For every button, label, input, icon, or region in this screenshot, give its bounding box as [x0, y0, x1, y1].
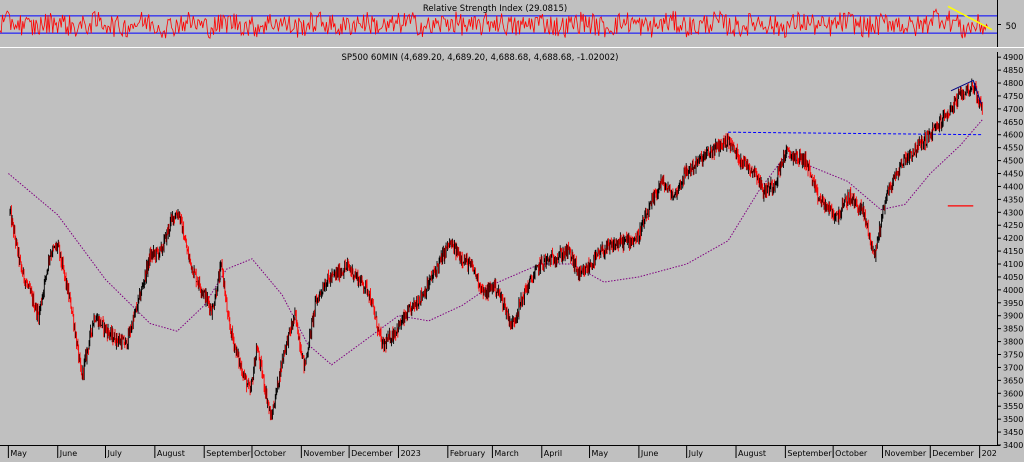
y-tick-label: 3700 — [1003, 363, 1023, 372]
y-tick-label: 4050 — [1003, 273, 1023, 282]
y-tick-label: 3550 — [1003, 402, 1023, 411]
y-tick-label: 4100 — [1003, 260, 1023, 269]
y-tick-label: 3850 — [1003, 325, 1023, 334]
price-panel — [8, 78, 984, 421]
y-tick-label: 4150 — [1003, 247, 1023, 256]
x-tick-label: June — [640, 449, 659, 458]
x-tick-label: September — [206, 449, 251, 458]
x-tick-label: December — [351, 449, 393, 458]
x-tick-label: July — [106, 449, 122, 458]
x-tick-label: August — [738, 449, 766, 458]
y-tick-label: 4350 — [1003, 195, 1023, 204]
x-tick-label: February — [450, 449, 486, 458]
x-axis-ticks: May June July August September October Novembe… — [7, 445, 997, 458]
y-tick-label: 3650 — [1003, 376, 1023, 385]
y-tick-label: 4900 — [1003, 53, 1023, 62]
y-tick-label: 4750 — [1003, 92, 1023, 101]
x-tick-label: August — [157, 449, 185, 458]
y-tick-label: 4450 — [1003, 170, 1023, 179]
y-axis-ticks: 3400 3450 3500 3550 3600 3650 3700 3750 3800 3850… — [997, 53, 1023, 450]
x-tick-label: May — [10, 449, 27, 458]
y-tick-label: 4600 — [1003, 131, 1023, 140]
y-tick-label: 4550 — [1003, 144, 1023, 153]
y-tick-label: 4800 — [1003, 79, 1023, 88]
y-tick-label: 4200 — [1003, 234, 1023, 243]
y-tick-label: 3400 — [1003, 441, 1023, 450]
y-tick-label: 3600 — [1003, 389, 1023, 398]
x-tick-label: 2023 — [400, 449, 420, 458]
y-tick-label: 3750 — [1003, 351, 1023, 360]
resistance-line — [728, 131, 983, 136]
rsi-panel — [0, 5, 1001, 39]
rsi-title: Relative Strength Index (29.0815) — [423, 4, 567, 14]
x-tick-label: March — [494, 449, 518, 458]
chart-title: SP500 60MIN (4,689.20, 4,689.20, 4,688.6… — [341, 53, 618, 63]
rsi-trendline — [947, 5, 993, 31]
y-tick-label: 4700 — [1003, 105, 1023, 114]
moving-average-line — [8, 118, 984, 366]
x-tick-label: October — [254, 449, 287, 458]
y-tick-label: 4250 — [1003, 221, 1023, 230]
wedge-trendline — [950, 79, 982, 104]
y-tick-label: 4400 — [1003, 182, 1023, 191]
y-tick-label: 4000 — [1003, 286, 1023, 295]
y-tick-label: 3800 — [1003, 338, 1023, 347]
x-tick-label: December — [932, 449, 974, 458]
y-tick-label: 3900 — [1003, 312, 1023, 321]
x-tick-label: September — [787, 449, 832, 458]
rsi-line — [0, 8, 988, 39]
y-tick-label: 3500 — [1003, 415, 1023, 424]
x-tick-label: November — [303, 449, 345, 458]
x-tick-label: July — [688, 449, 704, 458]
y-tick-label: 4300 — [1003, 208, 1023, 217]
y-tick-label: 4650 — [1003, 118, 1023, 127]
x-tick-label: April — [544, 449, 562, 458]
y-tick-label: 4850 — [1003, 66, 1023, 75]
x-tick-label: 202 — [982, 449, 997, 458]
x-tick-label: June — [59, 449, 78, 458]
x-tick-label: October — [835, 449, 868, 458]
y-tick-label: 3950 — [1003, 299, 1023, 308]
x-tick-label: May — [592, 449, 609, 458]
rsi-tick-label: 50 — [1006, 22, 1017, 32]
y-tick-label: 3450 — [1003, 428, 1023, 437]
x-tick-label: November — [885, 449, 927, 458]
y-tick-label: 4500 — [1003, 157, 1023, 166]
